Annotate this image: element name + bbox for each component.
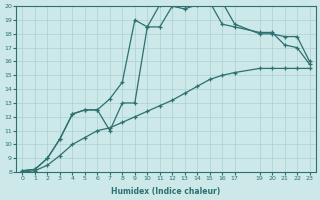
X-axis label: Humidex (Indice chaleur): Humidex (Indice chaleur) (111, 187, 221, 196)
